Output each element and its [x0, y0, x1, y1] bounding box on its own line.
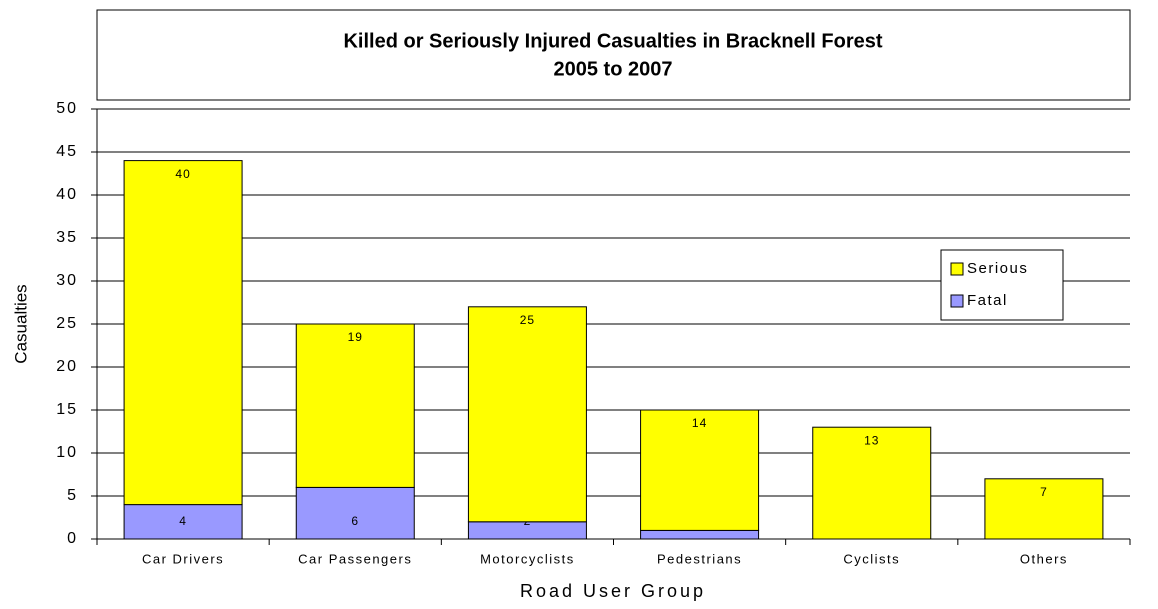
- data-label: 40: [175, 167, 190, 181]
- data-label: 13: [864, 433, 879, 447]
- y-tick-label: 25: [56, 315, 78, 332]
- chart-title: Killed or Seriously Injured Casualties i…: [343, 30, 882, 52]
- x-tick-label: Cyclists: [843, 551, 900, 566]
- y-tick-label: 15: [56, 401, 78, 418]
- y-tick-label: 30: [56, 272, 78, 289]
- legend-box: [940, 249, 1064, 321]
- data-label: 25: [520, 313, 535, 327]
- bar-segment: [123, 160, 243, 506]
- data-label: 4: [179, 514, 187, 528]
- legend-swatch: [950, 294, 964, 308]
- y-tick-label: 35: [56, 229, 78, 246]
- bar-segment: [640, 529, 760, 540]
- data-label: 14: [692, 416, 707, 430]
- bar-segment: [640, 409, 760, 531]
- x-tick-label: Others: [1020, 551, 1068, 566]
- y-tick-label: 50: [56, 100, 78, 117]
- x-tick-label: Motorcyclists: [480, 551, 575, 566]
- x-axis-label: Road User Group: [520, 581, 706, 601]
- bar-segment: [984, 478, 1104, 540]
- y-tick-label: 0: [67, 530, 78, 547]
- title-box: [96, 9, 1131, 101]
- data-label: 7: [1040, 485, 1048, 499]
- y-tick-label: 45: [56, 143, 78, 160]
- y-tick-label: 5: [67, 487, 78, 504]
- chart-title: 2005 to 2007: [554, 58, 673, 80]
- bar-segment: [123, 504, 243, 540]
- y-tick-label: 20: [56, 358, 78, 375]
- bar-segment: [295, 323, 415, 488]
- y-tick-label: 10: [56, 444, 78, 461]
- data-label: 6: [351, 514, 359, 528]
- bar-segment: [812, 426, 932, 540]
- y-tick-label: 40: [56, 186, 78, 203]
- legend-label: Serious: [967, 260, 1028, 277]
- legend-swatch: [950, 262, 964, 276]
- x-tick-label: Car Drivers: [142, 551, 224, 566]
- bar-segment: [467, 306, 587, 523]
- x-tick-label: Car Passengers: [298, 551, 412, 566]
- y-axis-label: Casualties: [11, 284, 30, 363]
- bar-segment: [295, 486, 415, 540]
- data-label: 19: [348, 330, 363, 344]
- x-tick-label: Pedestrians: [657, 551, 742, 566]
- legend-label: Fatal: [967, 292, 1008, 309]
